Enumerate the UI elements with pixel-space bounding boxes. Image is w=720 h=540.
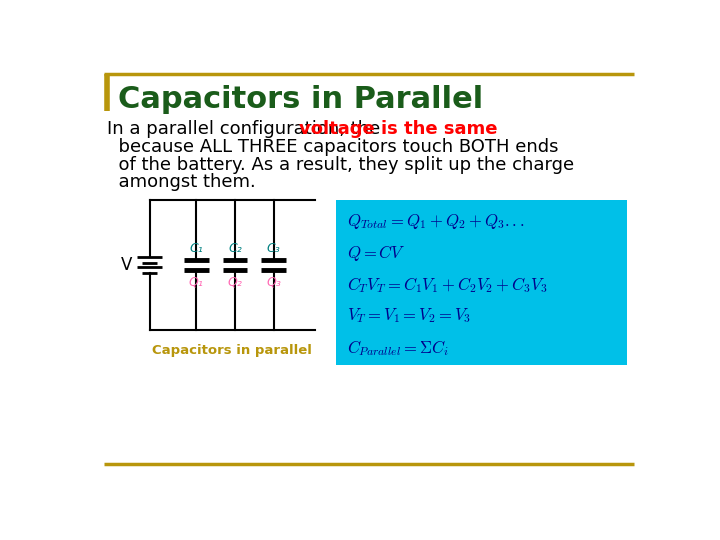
Text: C₂: C₂ [228, 242, 242, 255]
Text: of the battery. As a result, they split up the charge: of the battery. As a result, they split … [107, 156, 574, 174]
Text: $Q = CV$: $Q = CV$ [347, 244, 406, 264]
Text: C₃: C₃ [267, 242, 281, 255]
Text: amongst them.: amongst them. [107, 173, 256, 191]
Text: Capacitors in Parallel: Capacitors in Parallel [118, 85, 483, 114]
Text: In a parallel configuration, the: In a parallel configuration, the [107, 120, 386, 138]
Text: Q₃: Q₃ [266, 275, 281, 288]
Text: Q₁: Q₁ [189, 275, 204, 288]
Text: Capacitors in parallel: Capacitors in parallel [152, 345, 312, 357]
Text: C₁: C₁ [189, 242, 203, 255]
Text: because ALL THREE capacitors touch BOTH ends: because ALL THREE capacitors touch BOTH … [107, 138, 559, 156]
Text: V: V [121, 256, 132, 274]
Text: Q₂: Q₂ [228, 275, 243, 288]
Text: $Q_{Total} = Q_1 + Q_2 + Q_3...$: $Q_{Total} = Q_1 + Q_2 + Q_3...$ [347, 212, 525, 231]
Text: voltage is the same: voltage is the same [300, 120, 498, 138]
Text: $C_T V_T = C_1 V_1 + C_2 V_2 + C_3 V_3$: $C_T V_T = C_1 V_1 + C_2 V_2 + C_3 V_3$ [347, 275, 548, 295]
Bar [336, 200, 627, 365]
Text: $V_T = V_1 = V_2 = V_3$: $V_T = V_1 = V_2 = V_3$ [347, 307, 472, 326]
Text: $C_{Parallel} = \Sigma C_i$: $C_{Parallel} = \Sigma C_i$ [347, 338, 449, 358]
